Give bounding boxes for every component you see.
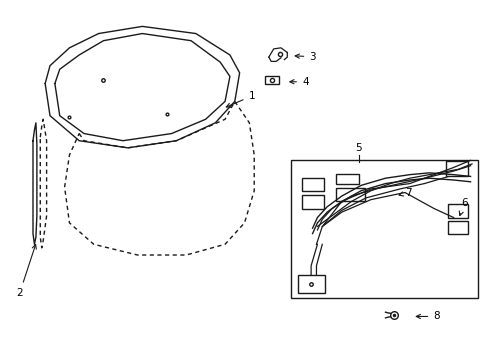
Bar [301,195,323,208]
Bar [335,188,365,202]
Text: 1: 1 [226,91,255,107]
Text: 8: 8 [415,311,439,321]
Bar [335,174,359,184]
Bar [301,178,323,192]
Bar [447,221,467,234]
Bar [290,160,477,298]
Text: 7: 7 [398,188,411,198]
Bar [447,204,467,217]
Text: 2: 2 [17,244,36,297]
Bar [446,161,467,176]
Text: 4: 4 [289,77,308,87]
Text: 6: 6 [458,198,467,216]
Text: 3: 3 [295,52,315,62]
Text: 5: 5 [355,143,361,153]
Bar [297,275,324,293]
